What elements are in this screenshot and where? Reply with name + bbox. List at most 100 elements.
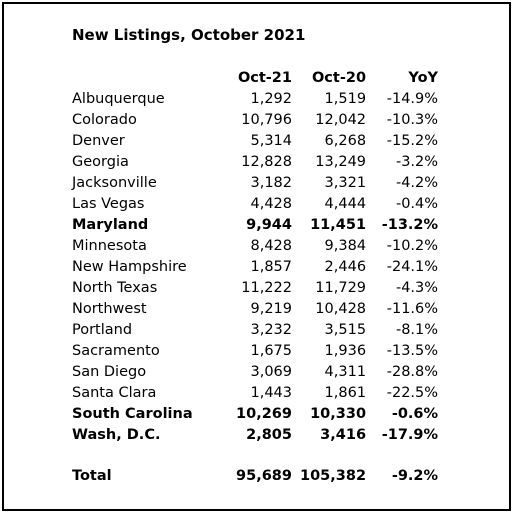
table-title: New Listings, October 2021 <box>72 26 306 44</box>
oct20-cell: 9,384 <box>324 238 367 254</box>
region-cell: Las Vegas <box>72 196 145 212</box>
oct20-cell: 3,321 <box>324 175 367 191</box>
table-row: Jacksonville 3,182 3,321 -4.2% <box>68 173 442 194</box>
table-row: Minnesota 8,428 9,384 -10.2% <box>68 236 442 257</box>
oct21-cell: 3,182 <box>250 175 292 191</box>
oct20-cell: 3,416 <box>320 427 367 443</box>
table-row: North Texas 11,222 11,729 -4.3% <box>68 278 442 299</box>
table-row: Northwest 9,219 10,428 -11.6% <box>68 299 442 320</box>
yoy-cell: -28.8% <box>386 364 439 380</box>
oct21-cell: 11,222 <box>241 280 292 296</box>
region-cell: Northwest <box>72 301 147 317</box>
yoy-cell: -0.6% <box>391 406 439 422</box>
region-cell: Santa Clara <box>72 385 157 401</box>
yoy-cell: -10.2% <box>386 238 439 254</box>
oct21-cell: 2,805 <box>246 427 292 443</box>
header-row: Oct-21 Oct-20 YoY <box>68 68 442 89</box>
region-cell: San Diego <box>72 364 147 380</box>
oct20-cell: 3,515 <box>324 322 367 338</box>
oct20-cell: 10,330 <box>310 406 367 422</box>
oct21-cell: 3,069 <box>250 364 292 380</box>
region-cell: Denver <box>72 133 125 149</box>
total-label: Total <box>72 468 112 484</box>
oct21-cell: 12,828 <box>241 154 292 170</box>
oct20-cell: 10,428 <box>315 301 367 317</box>
yoy-cell: -4.3% <box>395 280 439 296</box>
oct20-cell: 1,861 <box>324 385 367 401</box>
table-row: San Diego 3,069 4,311 -28.8% <box>68 362 442 383</box>
yoy-cell: -3.2% <box>395 154 439 170</box>
yoy-cell: -0.4% <box>395 196 439 212</box>
listings-table: Oct-21 Oct-20 YoY Albuquerque 1,292 1,51… <box>68 68 442 487</box>
header-region <box>68 68 224 89</box>
region-cell: Colorado <box>72 112 137 128</box>
yoy-cell: -17.9% <box>381 427 439 443</box>
oct20-cell: 4,444 <box>324 196 367 212</box>
total-section: Total 95,689 105,382 -9.2% <box>68 446 442 487</box>
table-row: Las Vegas 4,428 4,444 -0.4% <box>68 194 442 215</box>
oct20-cell: 2,446 <box>324 259 367 275</box>
yoy-cell: -10.3% <box>386 112 439 128</box>
region-cell: Minnesota <box>72 238 147 254</box>
header-oct21: Oct-21 <box>237 70 292 86</box>
header-oct20: Oct-20 <box>311 70 367 86</box>
yoy-cell: -13.2% <box>381 217 439 233</box>
oct21-cell: 3,232 <box>250 322 292 338</box>
yoy-cell: -22.5% <box>386 385 439 401</box>
oct20-cell: 13,249 <box>315 154 367 170</box>
table-row: Maryland 9,944 11,451 -13.2% <box>68 215 442 236</box>
oct21-cell: 10,269 <box>236 406 292 422</box>
header-yoy: YoY <box>408 70 439 86</box>
region-cell: Albuquerque <box>72 91 165 107</box>
region-cell: Sacramento <box>72 343 160 359</box>
table-row: South Carolina 10,269 10,330 -0.6% <box>68 404 442 425</box>
yoy-cell: -14.9% <box>386 91 439 107</box>
region-cell: Portland <box>72 322 133 338</box>
region-cell: New Hampshire <box>72 259 187 275</box>
yoy-cell: -11.6% <box>386 301 439 317</box>
yoy-cell: -4.2% <box>395 175 439 191</box>
table-row: Portland 3,232 3,515 -8.1% <box>68 320 442 341</box>
oct21-cell: 4,428 <box>250 196 292 212</box>
oct20-cell: 1,936 <box>324 343 367 359</box>
oct21-cell: 10,796 <box>241 112 292 128</box>
table-body: Albuquerque 1,292 1,519 -14.9% Colorado … <box>68 89 442 446</box>
yoy-cell: -8.1% <box>395 322 439 338</box>
region-cell: Georgia <box>72 154 129 170</box>
oct20-cell: 4,311 <box>324 364 367 380</box>
table-row: Santa Clara 1,443 1,861 -22.5% <box>68 383 442 404</box>
total-oct20: 105,382 <box>300 468 367 484</box>
region-cell: Jacksonville <box>72 175 157 191</box>
oct21-cell: 1,292 <box>250 91 292 107</box>
yoy-cell: -13.5% <box>386 343 439 359</box>
table-row: Albuquerque 1,292 1,519 -14.9% <box>68 89 442 110</box>
oct20-cell: 1,519 <box>324 91 367 107</box>
region-cell: Maryland <box>72 217 149 233</box>
table-row: Denver 5,314 6,268 -15.2% <box>68 131 442 152</box>
spacer-row <box>68 446 442 466</box>
table-row: Georgia 12,828 13,249 -3.2% <box>68 152 442 173</box>
oct21-cell: 1,675 <box>250 343 292 359</box>
table-row: Colorado 10,796 12,042 -10.3% <box>68 110 442 131</box>
oct20-cell: 11,729 <box>315 280 367 296</box>
table-row: Sacramento 1,675 1,936 -13.5% <box>68 341 442 362</box>
yoy-cell: -15.2% <box>386 133 439 149</box>
oct20-cell: 12,042 <box>315 112 367 128</box>
region-cell: North Texas <box>72 280 158 296</box>
yoy-cell: -24.1% <box>386 259 439 275</box>
oct21-cell: 9,944 <box>246 217 292 233</box>
oct21-cell: 5,314 <box>250 133 292 149</box>
oct20-cell: 11,451 <box>310 217 367 233</box>
table-row: Wash, D.C. 2,805 3,416 -17.9% <box>68 425 442 446</box>
oct21-cell: 9,219 <box>250 301 292 317</box>
oct20-cell: 6,268 <box>324 133 367 149</box>
region-cell: South Carolina <box>72 406 193 422</box>
total-yoy: -9.2% <box>391 468 439 484</box>
oct21-cell: 1,857 <box>250 259 292 275</box>
region-cell: Wash, D.C. <box>72 427 161 443</box>
total-row: Total 95,689 105,382 -9.2% <box>68 466 442 487</box>
oct21-cell: 1,443 <box>250 385 292 401</box>
total-oct21: 95,689 <box>236 468 292 484</box>
table-row: New Hampshire 1,857 2,446 -24.1% <box>68 257 442 278</box>
